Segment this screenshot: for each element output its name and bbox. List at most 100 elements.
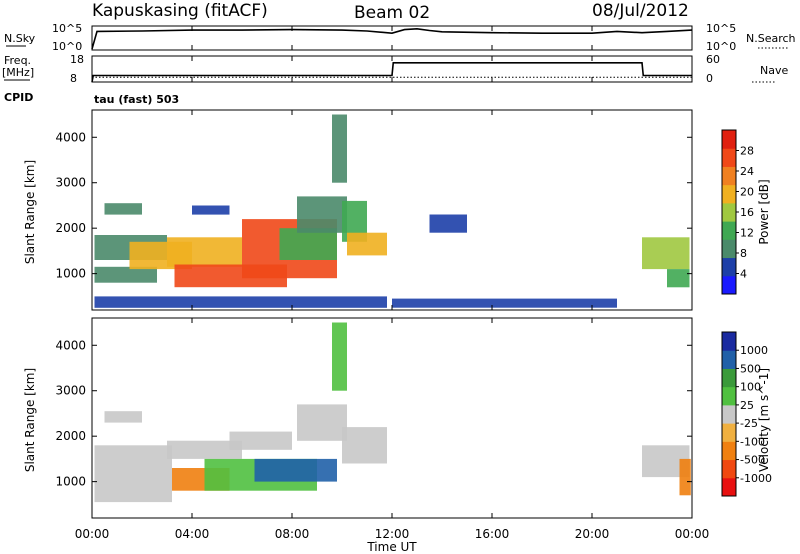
heatmap-cell	[429, 214, 467, 233]
nave-label: Nave	[760, 64, 788, 77]
colorbar-tick-label: 4	[740, 268, 747, 281]
nave-tick-top: 60	[706, 53, 720, 66]
heatmap-cell	[94, 445, 172, 503]
heatmap-cell	[279, 228, 337, 260]
heatmap-cell	[667, 269, 690, 288]
colorbar-frame	[721, 331, 737, 497]
velocity-colorbar: 1000 500 100 25 -25 -100 -500 -1000	[721, 331, 772, 497]
colorbar-tick-label: 100	[740, 381, 761, 394]
x-tick-label: 16:00	[475, 527, 510, 541]
colorbar-tick-label: 8	[740, 247, 747, 260]
y-tick-label: 2000	[55, 221, 86, 235]
y-tick-label: 4000	[55, 130, 86, 144]
colorbar-tick-label: -500	[740, 454, 765, 467]
colorbar-tick-label: -25	[740, 417, 758, 430]
power-cells	[94, 114, 690, 308]
y-tick-label: 3000	[55, 384, 86, 398]
power-colorbar: 4 8 12 16 20 24 28	[721, 129, 754, 295]
colorbar-swatch	[722, 275, 736, 295]
nsearch-label: N.Search	[746, 32, 796, 45]
colorbar-swatch	[722, 332, 736, 351]
heatmap-cell	[167, 237, 242, 267]
heatmap-cell	[104, 203, 142, 215]
nsearch-tick-bottom: 10^0	[706, 40, 736, 53]
x-tick-label: 20:00	[575, 527, 610, 541]
colorbar-tick-label: -1000	[740, 472, 772, 485]
colorbar-tick-label: 12	[740, 227, 754, 240]
heatmap-cell	[332, 322, 347, 391]
colorbar-tick-label: 28	[740, 145, 754, 158]
noise-strip: N.Sky 10^5 10^0 10^5 10^0 N.Search	[4, 22, 796, 53]
colorbar-tick-label: 16	[740, 206, 754, 219]
heatmap-cell	[642, 237, 690, 270]
heatmap-cell	[347, 232, 387, 256]
freq-label: Freq.	[4, 54, 31, 67]
colorbar-tick-label: 25	[740, 399, 754, 412]
freq-tick-top: 18	[70, 53, 84, 66]
velocity-yticks: 1000 2000 3000 4000	[55, 338, 692, 489]
velocity-panel: 1000 2000 3000 4000 Slant Range [km] 1000 50…	[23, 317, 772, 519]
colorbar-tick-label: 1000	[740, 344, 768, 357]
freq-tick-bottom: 8	[70, 72, 77, 85]
x-tick-label: 00:00	[75, 527, 110, 541]
y-tick-label: 1000	[55, 267, 86, 281]
date-title: 08/Jul/2012	[592, 1, 689, 21]
cpid-value: tau (fast) 503	[94, 93, 179, 106]
velocity-cbar-label: Velocity [m s^-1]	[757, 368, 771, 472]
x-tick-label: 08:00	[275, 527, 310, 541]
freq-series-line	[91, 61, 692, 83]
colorbar-tick-label: 20	[740, 186, 754, 199]
nsky-series-line	[91, 27, 693, 50]
cpid-label: CPID	[4, 91, 33, 104]
colorbar-swatch	[722, 239, 736, 259]
colorbar-swatch	[722, 184, 736, 204]
nave-tick-bottom: 0	[706, 72, 713, 85]
colorbar-swatch	[722, 166, 736, 186]
heatmap-cell	[297, 196, 347, 233]
x-tick-label: 04:00	[175, 527, 210, 541]
colorbar-tick-label: -100	[740, 435, 765, 448]
colorbar-tick-label: 24	[740, 165, 754, 178]
freq-strip: Freq. [MHz] 18 8 60 0 Nave	[2, 53, 788, 85]
x-tick-label: 12:00	[375, 527, 410, 541]
heatmap-cell	[104, 411, 142, 423]
x-axis-title: Time UT	[366, 540, 417, 554]
x-tick-label: 00:00	[675, 527, 710, 541]
beam-title: Beam 02	[354, 3, 430, 23]
colorbar-swatch	[722, 441, 736, 461]
y-tick-label: 1000	[55, 475, 86, 489]
x-axis: 00:00 04:00 08:00 12:00 16:00 20:00 00:00	[75, 26, 710, 541]
heatmap-cell	[332, 114, 347, 183]
velocity-cells	[94, 322, 691, 503]
freq-unit: [MHz]	[2, 66, 34, 79]
power-ylabel: Slant Range [km]	[23, 160, 37, 264]
heatmap-cell	[167, 440, 242, 459]
heatmap-cell	[254, 458, 337, 482]
power-yticks: 1000 2000 3000 4000	[55, 130, 692, 281]
y-tick-label: 3000	[55, 176, 86, 190]
colorbar-swatch	[722, 404, 736, 424]
heatmap-cell	[192, 205, 230, 215]
power-cbar-label: Power [dB]	[757, 179, 771, 244]
velocity-ylabel: Slant Range [km]	[23, 368, 37, 472]
colorbar-swatch	[722, 459, 736, 479]
station-title: Kapuskasing (fitACF)	[92, 1, 268, 21]
colorbar-swatch	[722, 257, 736, 277]
colorbar-swatch	[722, 148, 736, 167]
colorbar-tick-label: 500	[740, 362, 761, 375]
heatmap-cell	[342, 427, 387, 464]
colorbar-swatch	[722, 130, 736, 149]
nsky-tick-top: 10^5	[52, 22, 82, 35]
colorbar-swatch	[722, 423, 736, 442]
nsky-label: N.Sky	[4, 32, 36, 45]
colorbar-swatch	[722, 202, 736, 222]
y-tick-label: 4000	[55, 338, 86, 352]
power-panel: 1000 2000 3000 4000 Slant Range [km] 4 8 12 16…	[23, 109, 771, 311]
colorbar-swatch	[722, 221, 736, 240]
colorbar-swatch	[722, 350, 736, 369]
colorbar-swatch	[722, 386, 736, 406]
y-tick-label: 2000	[55, 429, 86, 443]
heatmap-cell	[679, 458, 691, 496]
heatmap-cell	[297, 404, 347, 441]
